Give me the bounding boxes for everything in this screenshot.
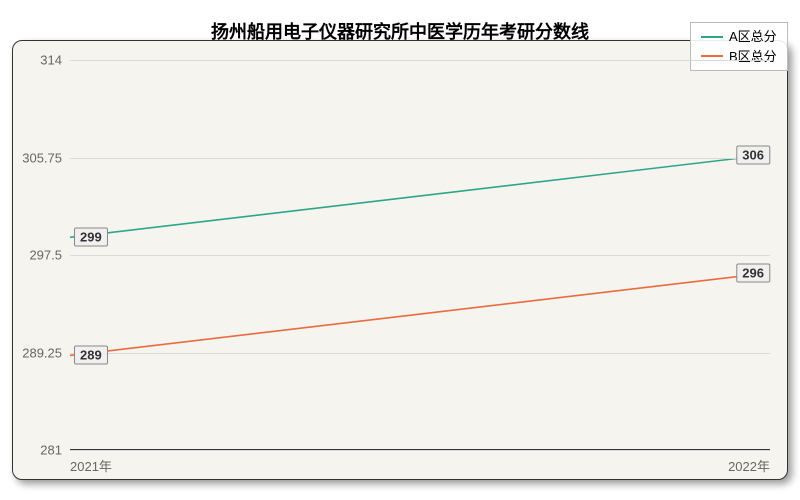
legend-swatch-a (701, 36, 723, 38)
x-tick-label: 2021年 (70, 450, 112, 475)
legend-swatch-b (701, 55, 723, 57)
data-label: 296 (736, 263, 770, 282)
chart-container: 扬州船用电子仪器研究所中医学历年考研分数线 A区总分 B区总分 281289.2… (0, 0, 800, 500)
gridline (70, 60, 770, 61)
gridline (70, 450, 770, 451)
gridline (70, 353, 770, 354)
y-tick-label: 289.25 (22, 345, 70, 360)
series-line (70, 155, 770, 238)
y-tick-label: 314 (40, 53, 70, 68)
gridline (70, 255, 770, 256)
data-label: 299 (74, 228, 108, 247)
gridline (70, 158, 770, 159)
data-label: 289 (74, 346, 108, 365)
y-tick-label: 297.5 (29, 248, 70, 263)
y-tick-label: 281 (40, 443, 70, 458)
legend-item-a: A区总分 (701, 27, 777, 47)
x-tick-label: 2022年 (728, 450, 770, 475)
legend-label-a: A区总分 (729, 27, 777, 47)
plot-area: 281289.25297.5305.753142021年2022年2993062… (70, 60, 770, 450)
series-line (70, 273, 770, 356)
data-label: 306 (736, 145, 770, 164)
chart-title: 扬州船用电子仪器研究所中医学历年考研分数线 (0, 18, 800, 44)
y-tick-label: 305.75 (22, 150, 70, 165)
